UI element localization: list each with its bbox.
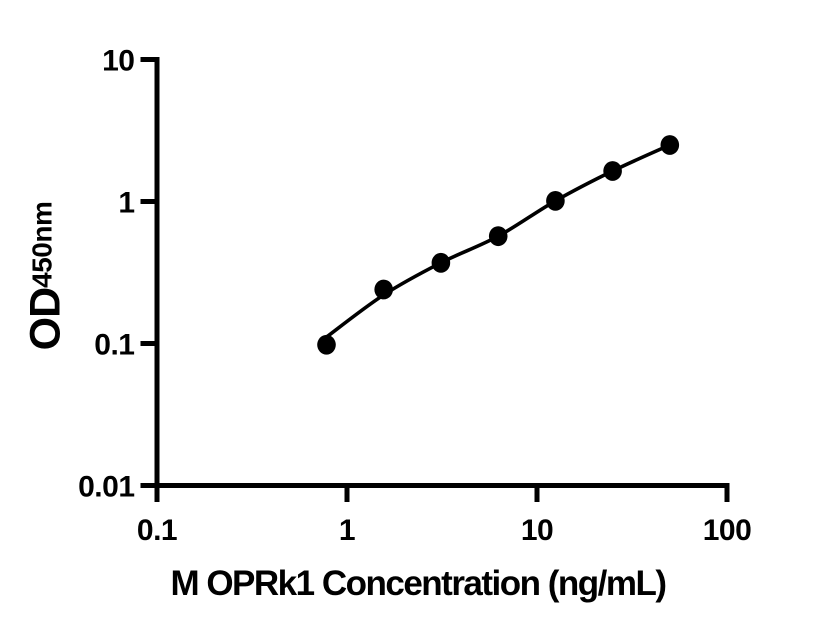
x-tick-label: 10 bbox=[521, 514, 553, 547]
y-tick-label: 0.01 bbox=[78, 470, 134, 503]
data-point-marker bbox=[546, 190, 565, 211]
x-tick-label: 1 bbox=[339, 514, 355, 547]
data-point-marker bbox=[603, 161, 622, 181]
y-axis-title-main: OD bbox=[21, 287, 70, 351]
x-axis-title: M OPRk1 Concentration (ng/mL) bbox=[170, 564, 667, 603]
data-point-marker bbox=[317, 334, 336, 355]
y-tick-label: 0.1 bbox=[94, 328, 134, 361]
y-axis-ticks: 10 1 0.1 0.01 bbox=[78, 44, 157, 503]
x-axis-ticks: 0.1 1 10 100 bbox=[137, 485, 752, 547]
data-point-marker bbox=[488, 226, 508, 247]
y-tick-label: 1 bbox=[118, 186, 134, 219]
y-axis-title-subscript: 450nm bbox=[26, 201, 58, 288]
y-axis-title: OD450nm bbox=[22, 202, 71, 351]
data-point-marker bbox=[660, 135, 680, 155]
y-tick-label: 10 bbox=[102, 44, 134, 77]
data-point-marker bbox=[374, 279, 393, 300]
x-tick-label: 0.1 bbox=[137, 514, 177, 547]
axes bbox=[154, 57, 730, 488]
data-point-marker bbox=[431, 252, 451, 273]
data-points bbox=[317, 135, 680, 355]
x-tick-label: 100 bbox=[703, 514, 752, 547]
